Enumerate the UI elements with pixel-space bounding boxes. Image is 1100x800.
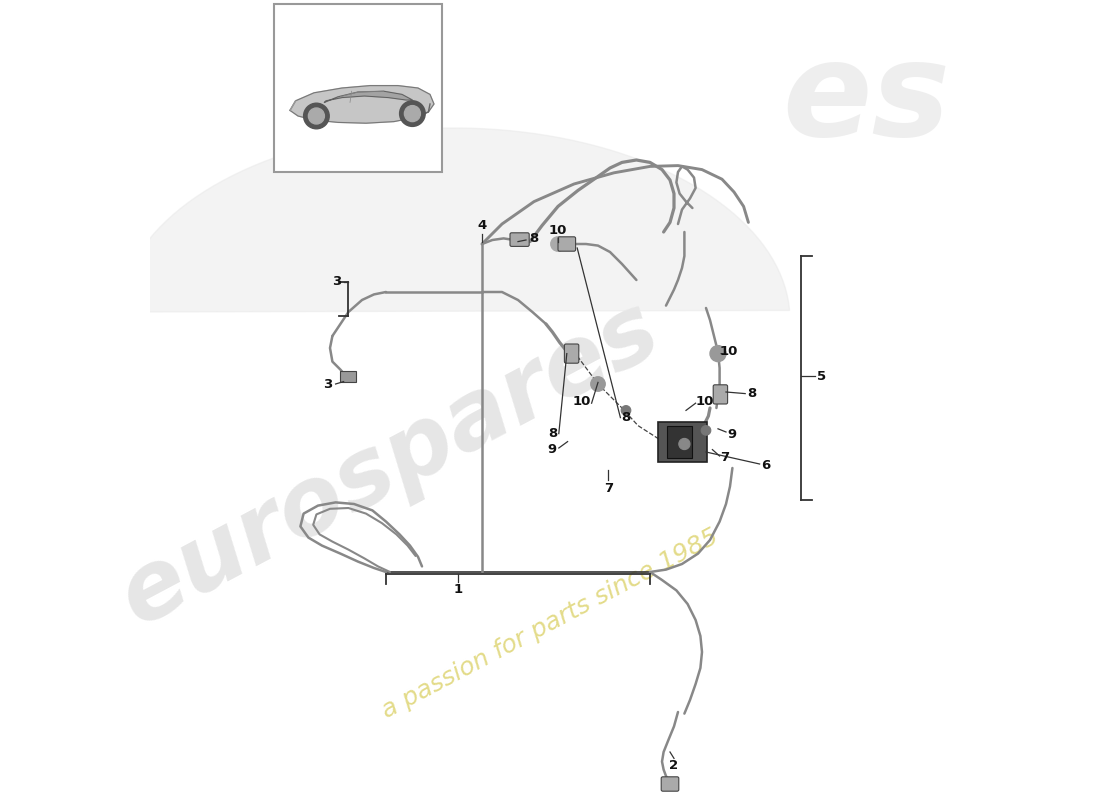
Circle shape [710,346,726,362]
Circle shape [551,237,565,251]
Text: 3: 3 [332,275,341,288]
FancyBboxPatch shape [558,237,575,251]
Text: eurospares: eurospares [104,283,675,645]
Text: 8: 8 [621,411,630,424]
Text: 10: 10 [573,395,591,408]
Text: 2: 2 [670,759,679,772]
Text: 8: 8 [529,232,539,245]
Text: 8: 8 [747,387,756,400]
Text: 10: 10 [720,346,738,358]
FancyBboxPatch shape [713,385,727,404]
Text: 7: 7 [604,482,613,494]
Text: 7: 7 [719,451,729,464]
Circle shape [304,103,329,129]
Circle shape [621,406,630,415]
Circle shape [405,106,420,122]
Text: 4: 4 [477,219,486,232]
FancyBboxPatch shape [661,777,679,791]
Text: es: es [782,37,950,163]
Circle shape [308,108,324,124]
Polygon shape [290,86,434,123]
Text: 9: 9 [548,443,557,456]
Polygon shape [119,128,790,312]
FancyBboxPatch shape [658,422,707,462]
Text: 5: 5 [817,370,826,382]
Text: 9: 9 [728,428,737,441]
Text: 1: 1 [453,583,463,596]
Text: 10: 10 [696,395,714,408]
Circle shape [591,377,605,391]
Bar [274,4,442,172]
Text: 8: 8 [548,427,557,440]
Polygon shape [324,91,412,102]
Text: 10: 10 [549,224,568,237]
Text: a passion for parts since 1985: a passion for parts since 1985 [377,525,723,723]
Circle shape [399,101,426,126]
Text: 6: 6 [761,459,771,472]
FancyBboxPatch shape [340,371,355,382]
Circle shape [679,438,690,450]
FancyBboxPatch shape [564,344,579,363]
FancyBboxPatch shape [510,233,529,246]
Text: 3: 3 [323,378,332,390]
Circle shape [701,426,711,435]
FancyBboxPatch shape [667,426,692,458]
